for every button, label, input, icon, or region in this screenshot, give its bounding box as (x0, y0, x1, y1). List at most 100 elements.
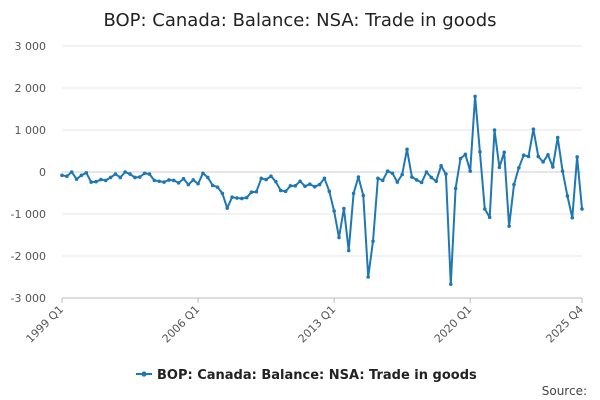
data-point[interactable] (478, 150, 482, 154)
data-point[interactable] (463, 152, 468, 157)
data-point[interactable] (215, 185, 220, 189)
data-point[interactable] (419, 180, 424, 185)
data-point[interactable] (546, 152, 550, 157)
data-point[interactable] (551, 165, 555, 169)
data-point[interactable] (468, 169, 473, 173)
data-point[interactable] (225, 206, 230, 210)
data-point[interactable] (531, 127, 536, 131)
data-point[interactable] (414, 178, 419, 182)
data-point[interactable] (424, 170, 429, 174)
data-point[interactable] (283, 189, 288, 194)
data-point[interactable] (332, 209, 336, 213)
data-point[interactable] (376, 176, 380, 181)
data-point[interactable] (361, 193, 366, 198)
data-point[interactable] (249, 190, 254, 194)
data-point[interactable] (380, 178, 385, 183)
data-point[interactable] (230, 195, 234, 199)
data-point[interactable] (244, 195, 249, 200)
data-point[interactable] (580, 207, 584, 211)
data-point[interactable] (269, 174, 273, 178)
data-point[interactable] (254, 189, 259, 194)
data-point[interactable] (205, 175, 210, 180)
data-point[interactable] (312, 184, 317, 189)
data-point[interactable] (536, 154, 541, 159)
data-point[interactable] (502, 150, 507, 155)
data-point[interactable] (201, 171, 205, 176)
data-point[interactable] (123, 170, 127, 174)
data-point[interactable] (342, 206, 346, 211)
data-point[interactable] (575, 155, 579, 159)
data-point[interactable] (444, 172, 448, 176)
data-point[interactable] (337, 235, 341, 240)
data-point[interactable] (453, 186, 458, 191)
data-point[interactable] (65, 174, 69, 178)
data-point[interactable] (162, 180, 166, 184)
data-point[interactable] (176, 181, 181, 185)
data-point[interactable] (278, 188, 283, 193)
data-point[interactable] (448, 282, 453, 286)
data-point[interactable] (240, 196, 244, 201)
data-point[interactable] (235, 196, 239, 200)
data-point[interactable] (395, 180, 400, 184)
data-point[interactable] (133, 175, 137, 180)
data-point[interactable] (108, 175, 113, 180)
data-point[interactable] (288, 184, 293, 188)
data-point[interactable] (356, 175, 361, 179)
data-point[interactable] (74, 177, 79, 181)
data-point[interactable] (541, 160, 545, 164)
data-point[interactable] (298, 179, 302, 184)
data-point[interactable] (405, 147, 409, 152)
data-point[interactable] (210, 183, 215, 188)
data-point[interactable] (346, 248, 351, 253)
data-point[interactable] (487, 215, 492, 220)
data-point[interactable] (560, 169, 565, 173)
data-point[interactable] (492, 128, 497, 132)
data-point[interactable] (191, 178, 196, 182)
data-point[interactable] (137, 175, 142, 179)
data-point[interactable] (171, 178, 176, 183)
data-point[interactable] (181, 176, 186, 181)
data-point[interactable] (303, 184, 307, 189)
data-point[interactable] (308, 182, 312, 186)
data-point[interactable] (118, 175, 123, 180)
data-point[interactable] (69, 170, 74, 174)
data-point[interactable] (565, 194, 570, 198)
data-point[interactable] (152, 178, 157, 183)
data-point[interactable] (570, 215, 575, 220)
data-point[interactable] (517, 166, 521, 170)
data-point[interactable] (526, 154, 531, 159)
data-point[interactable] (366, 275, 370, 279)
data-point[interactable] (410, 175, 414, 179)
data-point[interactable] (371, 239, 375, 244)
data-point[interactable] (322, 176, 327, 181)
data-point[interactable] (259, 176, 264, 181)
data-point[interactable] (458, 156, 463, 161)
legend[interactable]: BOP: Canada: Balance: NSA: Trade in good… (136, 368, 477, 383)
data-point[interactable] (79, 173, 84, 178)
data-point[interactable] (385, 169, 390, 173)
data-point[interactable] (128, 172, 132, 176)
data-point[interactable] (473, 94, 477, 99)
data-point[interactable] (400, 172, 404, 177)
data-point[interactable] (103, 178, 108, 183)
data-point[interactable] (147, 172, 152, 176)
data-point[interactable] (507, 224, 511, 228)
data-point[interactable] (483, 207, 487, 211)
data-point[interactable] (521, 153, 526, 157)
data-point[interactable] (327, 189, 332, 194)
data-point[interactable] (142, 171, 147, 176)
data-point[interactable] (220, 191, 225, 196)
data-point[interactable] (113, 172, 118, 176)
data-point[interactable] (89, 180, 93, 184)
data-point[interactable] (434, 179, 439, 184)
data-point[interactable] (157, 179, 161, 184)
data-point[interactable] (439, 163, 443, 168)
data-point[interactable] (60, 173, 64, 178)
data-point[interactable] (84, 171, 89, 175)
data-point[interactable] (274, 179, 278, 184)
data-point[interactable] (264, 177, 268, 182)
data-point[interactable] (497, 165, 502, 170)
data-point[interactable] (555, 135, 560, 140)
data-point[interactable] (196, 181, 200, 186)
data-point[interactable] (94, 179, 98, 184)
